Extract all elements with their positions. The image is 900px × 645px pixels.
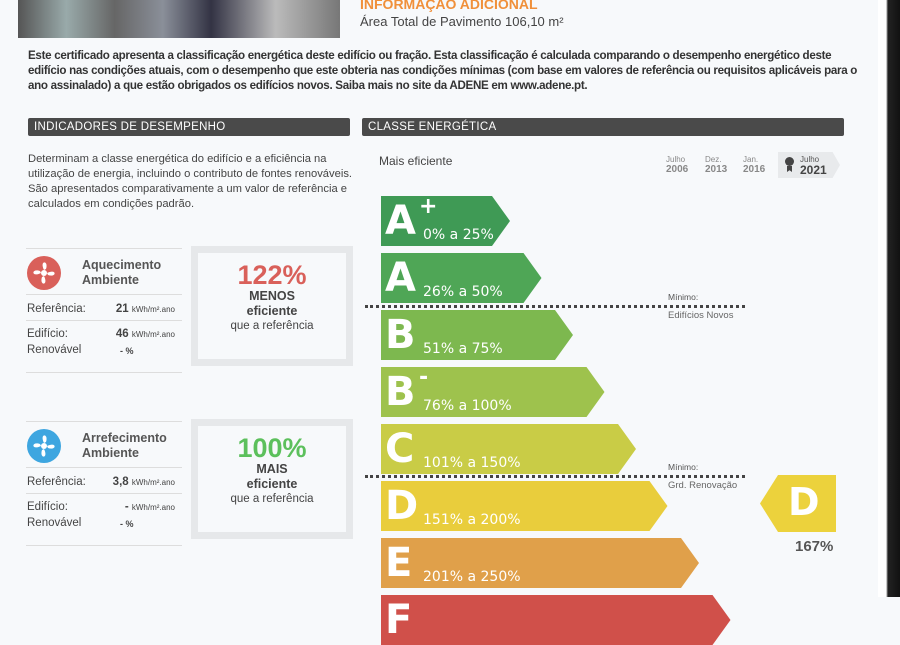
renewable-value: - % xyxy=(120,346,134,356)
comparison-box: 122% MENOS eficiente que a referência xyxy=(191,246,353,366)
reference-value: 21 kWh/m².ano xyxy=(115,303,175,315)
renewable-value: - % xyxy=(120,519,134,529)
energy-class-A: A 26% a 50% xyxy=(381,253,542,303)
divider xyxy=(26,372,182,373)
divider xyxy=(26,493,182,494)
reference-label: Referência: xyxy=(27,476,86,488)
performance-header: INDICADORES DE DESEMPENHO xyxy=(28,118,350,136)
min-new-sub: Edifícios Novos xyxy=(668,310,734,321)
reference-value: 3,8 kWh/m².ano xyxy=(112,476,175,488)
energy-class-A-plus: A + 0% a 25% xyxy=(381,196,510,246)
divider xyxy=(26,294,182,295)
comparison-direction: MENOS xyxy=(249,289,295,303)
reference-label: Referência: xyxy=(27,303,86,315)
min-new-label: Mínimo: xyxy=(668,292,699,302)
comparison-efficient: eficiente xyxy=(246,477,298,491)
most-efficient-label: Mais eficiente xyxy=(379,154,453,168)
year-option-2013[interactable]: Dez. 2013 xyxy=(705,155,728,175)
fan-icon xyxy=(27,429,61,463)
comparison-direction: MAIS xyxy=(256,462,288,476)
current-class-letter: D xyxy=(788,480,820,524)
energy-class-header: CLASSE ENERGÉTICA xyxy=(362,118,844,136)
divider xyxy=(26,545,182,546)
min-renov-sub: Grd. Renovação xyxy=(668,480,738,491)
comparison-box: 100% MAIS eficiente que a referência xyxy=(191,419,353,539)
comparison-percent: 122% xyxy=(237,260,307,290)
ribbon-icon xyxy=(785,157,794,172)
building-photo xyxy=(18,0,340,38)
indicator-title: Aquecimento Ambiente xyxy=(82,258,162,287)
building-label: Edifício: xyxy=(27,328,68,340)
year-option-2016[interactable]: Jan. 2016 xyxy=(743,155,766,175)
year-option-2021[interactable]: Julho 2021 xyxy=(800,155,827,177)
comparison-reference: que a referência xyxy=(230,320,314,332)
year-option-2006[interactable]: Julho 2006 xyxy=(666,155,689,175)
energy-class-E: E 201% a 250% xyxy=(381,538,699,588)
min-renov-line xyxy=(365,475,745,478)
divider xyxy=(26,421,182,422)
comparison-efficient: eficiente xyxy=(246,304,298,318)
current-class-percent: 167% xyxy=(795,538,834,555)
building-label: Edifício: xyxy=(27,501,68,513)
comparison-reference: que a referência xyxy=(230,493,314,505)
min-renov-label: Mínimo: xyxy=(668,462,699,472)
intro-text: Este certificado apresenta a classificaç… xyxy=(28,49,858,92)
energy-class-B: B 51% a 75% xyxy=(381,310,573,360)
indicators-description: Determinam a classe energética do edifíc… xyxy=(28,153,353,210)
info-title: INFORMAÇÃO ADICIONAL xyxy=(360,0,538,12)
renewable-label: Renovável xyxy=(27,344,82,356)
divider xyxy=(26,248,182,249)
building-value: - kWh/m².ano xyxy=(124,501,175,513)
renewable-label: Renovável xyxy=(27,517,82,529)
comparison-percent: 100% xyxy=(237,433,307,463)
indicator-title: Arrefecimento Ambiente xyxy=(82,431,167,460)
current-class-indicator: D xyxy=(760,475,836,532)
min-new-line xyxy=(365,305,745,308)
energy-class-C: C 101% a 150% xyxy=(381,424,636,474)
fan-icon xyxy=(27,256,61,290)
energy-class-F: F xyxy=(381,595,731,645)
energy-class-D: D 151% a 200% xyxy=(381,481,668,531)
divider xyxy=(26,320,182,321)
building-value: 46 kWh/m².ano xyxy=(115,328,175,340)
scan-edge xyxy=(878,0,900,597)
total-area: Área Total de Pavimento 106,10 m² xyxy=(360,14,564,29)
divider xyxy=(26,467,182,468)
energy-class-B-minus: B- 76% a 100% xyxy=(381,367,605,417)
